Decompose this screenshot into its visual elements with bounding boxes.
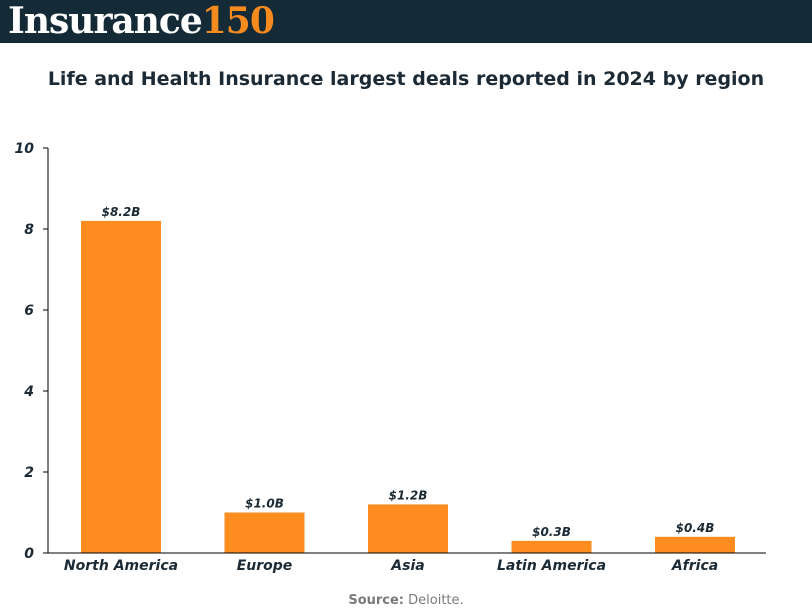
x-tick-label: Africa — [671, 558, 718, 574]
y-tick-label: 6 — [24, 303, 34, 319]
source-text: Deloitte. — [404, 593, 464, 608]
brand-logo-word: Insurance — [8, 0, 203, 42]
bar-value-label: $0.3B — [532, 525, 571, 539]
x-axis-ticks: North America Europe Asia Latin America Afri… — [64, 558, 718, 574]
y-tick-label: 10 — [15, 141, 35, 157]
y-tick-label: 8 — [24, 222, 34, 238]
bar[interactable] — [368, 504, 448, 553]
y-tick-label: 2 — [24, 465, 34, 481]
bar[interactable] — [224, 512, 305, 554]
x-tick-label: Europe — [237, 558, 293, 574]
bar-value-label: $8.2B — [102, 205, 141, 219]
y-tick-label: 4 — [23, 384, 34, 400]
bar-value-label: $0.4B — [676, 521, 715, 535]
bar-value-label: $1.2B — [389, 488, 428, 502]
bar[interactable] — [81, 220, 161, 553]
bars — [81, 220, 735, 554]
y-tick-label: 0 — [24, 546, 34, 562]
header-bar: Insurance150 — [0, 0, 812, 43]
data-labels: $8.2B $1.0B $1.2B $0.3B $0.4B — [102, 205, 715, 539]
bar[interactable] — [511, 540, 592, 553]
x-tick-label: Asia — [390, 558, 424, 574]
chart-title: Life and Health Insurance largest deals … — [47, 68, 765, 90]
brand-logo-number: 150 — [201, 0, 275, 42]
brand-logo[interactable]: Insurance150 — [8, 0, 275, 42]
x-tick-label: North America — [64, 558, 178, 574]
source-label: Source: — [348, 593, 405, 608]
source-note: Source: Deloitte. — [0, 593, 812, 608]
bar-value-label: $1.0B — [245, 497, 284, 511]
bar[interactable] — [655, 536, 735, 553]
x-tick-label: Latin America — [497, 558, 606, 574]
y-axis-ticks: 0 2 4 6 8 10 — [15, 141, 48, 562]
